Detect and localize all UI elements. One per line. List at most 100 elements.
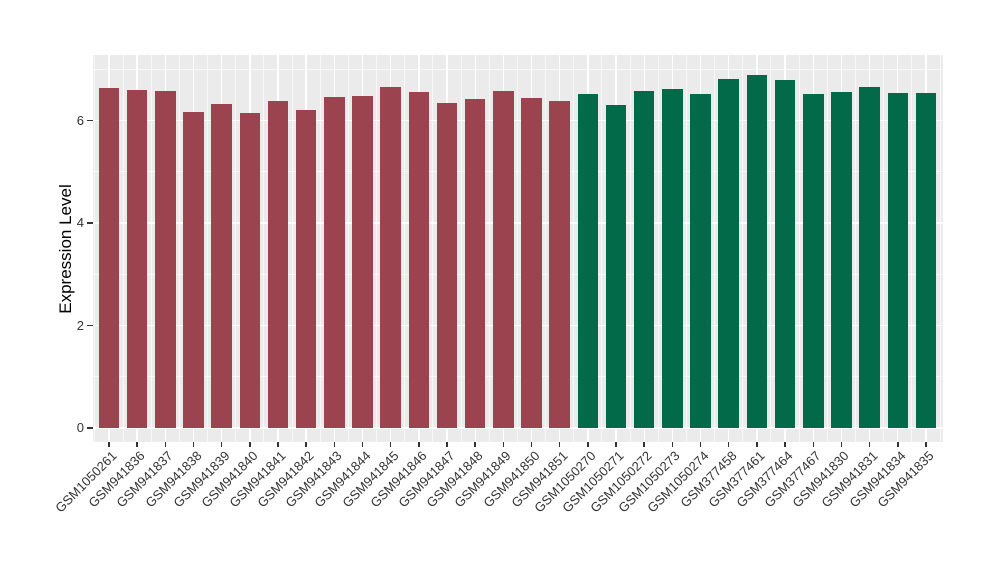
gridline-minor-x (178, 55, 180, 442)
x-tick-mark (164, 442, 167, 447)
bar-GSM941841 (267, 101, 289, 428)
x-tick-mark (727, 442, 730, 447)
x-tick-mark (474, 442, 476, 447)
y-tick-mark (87, 427, 93, 429)
gridline-minor-x (601, 55, 603, 442)
bar-GSM941850 (521, 98, 542, 428)
gridline-minor-x (629, 55, 631, 442)
bar-GSM377458 (718, 78, 739, 428)
x-tick-mark (389, 442, 392, 447)
x-tick-mark (615, 442, 617, 447)
bar-GSM941835 (915, 93, 937, 428)
gridline-minor-x (235, 55, 237, 442)
gridline-minor-x (714, 55, 716, 442)
x-tick-mark (108, 442, 110, 447)
bar-GSM941836 (126, 89, 148, 428)
bar-GSM1050271 (605, 105, 627, 428)
bar-GSM941840 (239, 113, 261, 428)
gridline-minor-x (319, 55, 321, 442)
bar-GSM941847 (436, 102, 458, 428)
gridline-minor-x (573, 55, 575, 442)
x-tick-mark (558, 442, 561, 447)
bar-GSM377461 (746, 74, 768, 428)
gridline-minor-x (207, 55, 209, 442)
gridline-minor-x (516, 55, 518, 442)
x-tick-mark (333, 442, 336, 447)
gridline-minor-y (93, 376, 943, 378)
bar-GSM941834 (887, 93, 908, 428)
gridline-major-y (93, 119, 943, 122)
bar-GSM941844 (352, 95, 373, 428)
plot-panel (93, 55, 943, 442)
x-tick-mark (784, 442, 786, 447)
y-tick-label: 4 (76, 215, 84, 230)
x-tick-mark (418, 442, 420, 447)
gridline-minor-x (883, 55, 885, 442)
y-tick-label: 0 (76, 420, 84, 435)
y-tick-mark (87, 324, 93, 327)
gridline-minor-x (263, 55, 265, 442)
x-tick-mark (756, 442, 758, 447)
bar-GSM941839 (211, 103, 232, 428)
gridline-minor-x (855, 55, 856, 442)
x-tick-mark (361, 442, 364, 447)
bar-GSM941845 (380, 86, 401, 428)
gridline-minor-x (94, 55, 96, 442)
gridline-minor-x (911, 55, 913, 442)
y-axis-title: Expression Level (56, 184, 75, 314)
x-tick-mark (220, 442, 223, 447)
bar-GSM941842 (295, 110, 317, 428)
x-tick-mark (868, 442, 871, 447)
bar-GSM941851 (549, 101, 570, 428)
gridline-major-y (93, 324, 943, 327)
gridline-minor-x (939, 55, 941, 442)
x-tick-mark (530, 442, 533, 447)
gridline-minor-x (685, 55, 687, 442)
bar-GSM1050274 (690, 93, 711, 428)
bar-GSM1050273 (662, 88, 683, 428)
gridline-minor-x (798, 55, 800, 442)
gridline-minor-x (657, 55, 659, 442)
x-tick-mark (249, 442, 251, 447)
x-tick-mark (643, 442, 645, 447)
gridline-minor-x (150, 55, 152, 442)
x-tick-mark (587, 442, 589, 447)
bar-GSM1050272 (633, 90, 655, 428)
gridline-minor-x (432, 55, 434, 442)
y-tick-mark (87, 222, 93, 224)
bar-GSM377464 (774, 80, 796, 428)
x-tick-mark (502, 442, 505, 447)
bar-GSM941838 (183, 111, 204, 428)
bar-GSM941830 (831, 92, 852, 428)
bar-GSM941843 (324, 97, 345, 428)
y-tick-label: 6 (76, 112, 84, 128)
gridline-minor-x (376, 55, 378, 442)
x-tick-mark (699, 442, 702, 447)
x-tick-mark (277, 442, 279, 447)
y-tick-label: 2 (76, 317, 84, 333)
bar-GSM941848 (464, 98, 486, 428)
gridline-minor-y (93, 273, 943, 275)
bar-GSM941831 (859, 86, 880, 428)
gridline-minor-x (742, 55, 744, 442)
gridline-minor-x (826, 55, 828, 442)
gridline-major-y (93, 222, 943, 224)
x-tick-mark (671, 442, 674, 447)
x-tick-mark (897, 442, 899, 447)
x-tick-mark (812, 442, 814, 447)
gridline-minor-x (122, 55, 124, 442)
x-tick-mark (925, 442, 927, 447)
y-tick-mark (87, 119, 93, 122)
x-tick-mark (136, 442, 138, 447)
bar-GSM941849 (493, 90, 514, 428)
x-tick-mark (192, 442, 195, 447)
gridline-minor-y (93, 68, 943, 70)
bar-GSM941846 (408, 92, 430, 428)
bar-GSM377467 (803, 93, 824, 428)
gridline-minor-y (93, 171, 943, 173)
x-tick-mark (305, 442, 307, 447)
gridline-minor-x (770, 55, 772, 442)
gridline-major-y (93, 427, 943, 429)
x-tick-mark (446, 442, 448, 447)
